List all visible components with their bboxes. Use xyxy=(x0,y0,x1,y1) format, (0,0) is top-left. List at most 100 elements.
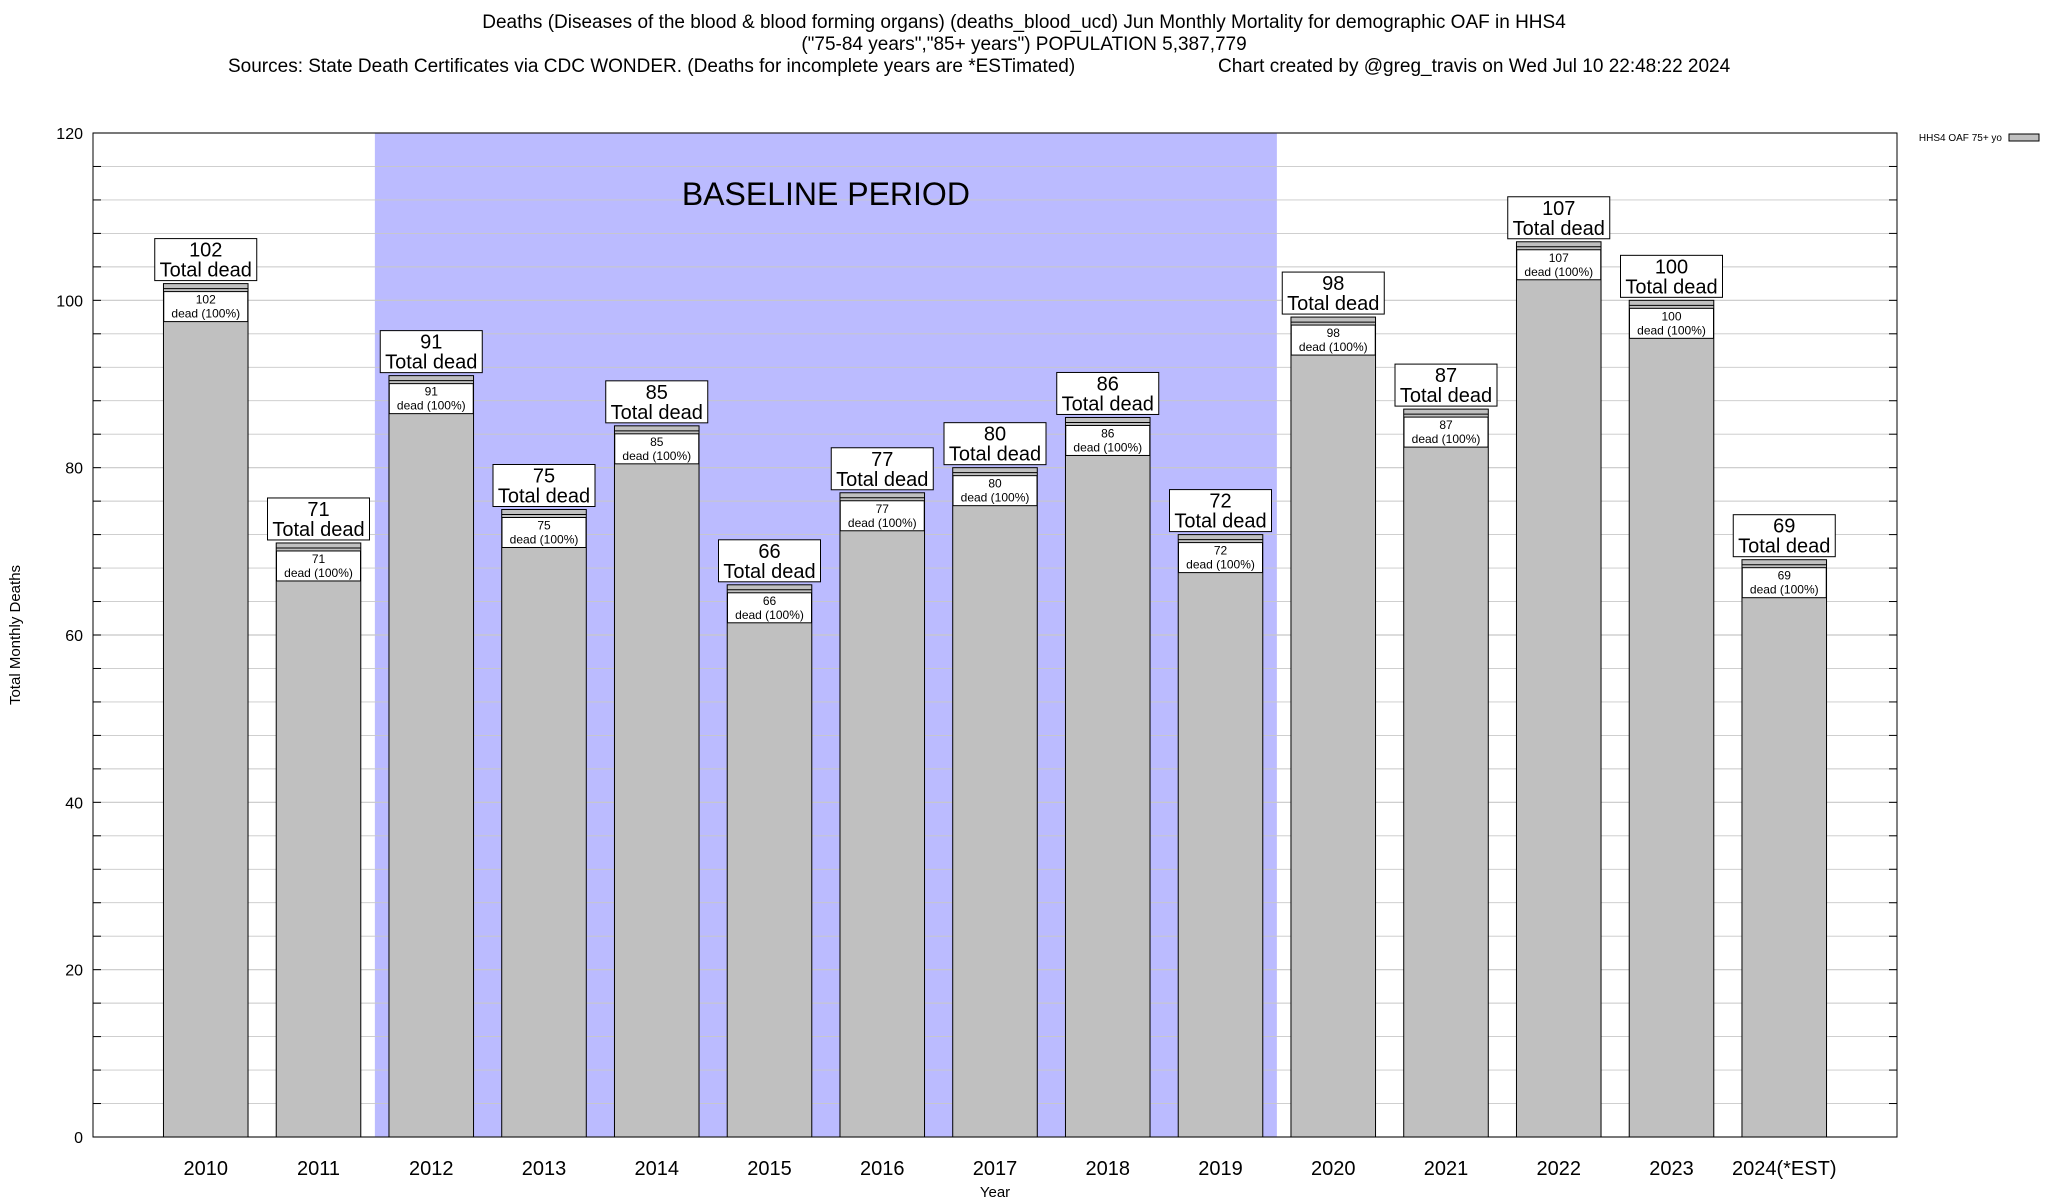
bar-top-value: 100 xyxy=(1655,256,1688,278)
bar-top-label-box xyxy=(492,464,596,507)
bar xyxy=(388,375,475,1138)
x-tick-label: 2012 xyxy=(409,1158,454,1180)
bar-inner-label: dead (100%) xyxy=(1299,340,1368,354)
bar-inner-label-box xyxy=(501,517,587,548)
bar xyxy=(839,492,926,1138)
bar-inner-label-box xyxy=(1403,416,1489,448)
bar-inner-label-box xyxy=(388,383,474,415)
bar-top-label-box xyxy=(605,380,709,424)
bar-top-value: 71 xyxy=(307,499,329,521)
bar-inner-label-box xyxy=(839,500,925,532)
bar-inner-label-box xyxy=(1178,542,1263,574)
bar xyxy=(162,283,249,1138)
y-tick-label: 40 xyxy=(65,795,83,812)
bar-top-value: 107 xyxy=(1542,198,1575,220)
bar-inner-label: dead (100%) xyxy=(1750,583,1819,597)
bar-top-value: 69 xyxy=(1773,516,1795,538)
y-tick-label: 0 xyxy=(74,1130,83,1147)
bar-top-value: 98 xyxy=(1322,273,1344,295)
bar-inner-label: dead (100%) xyxy=(1412,432,1481,446)
x-tick-label: 2018 xyxy=(1086,1158,1131,1180)
bar-inner-label: dead (100%) xyxy=(1637,323,1706,337)
bar-inner-value: 86 xyxy=(1101,426,1115,440)
bar-inner-value: 91 xyxy=(425,385,439,399)
bar xyxy=(952,467,1038,1138)
bar-top-value: 86 xyxy=(1097,373,1119,395)
bar xyxy=(1741,559,1828,1138)
bar-inner-label-box xyxy=(1516,249,1602,281)
sources-text: Sources: State Death Certificates via CD… xyxy=(228,56,1076,77)
bar-top-label: Total dead xyxy=(1738,536,1830,558)
bar-inner-value: 80 xyxy=(988,477,1002,491)
x-tick-label: 2020 xyxy=(1311,1158,1356,1180)
bar-inner-value: 71 xyxy=(312,552,326,566)
x-axis-title: Year xyxy=(980,1184,1010,1200)
bar-inner-value: 77 xyxy=(876,502,890,516)
axes: 0 20 40 60 80 100 120 2010 2011 2012 2013 2014 2015 2… xyxy=(56,126,1836,1180)
y-axis-title: Total Monthly Deaths xyxy=(7,565,24,705)
bar-inner-label-box xyxy=(952,475,1038,507)
bar-inner-value: 102 xyxy=(196,293,216,307)
y-tick-label: 20 xyxy=(65,963,83,980)
bar-top-value: 75 xyxy=(533,466,555,488)
bar-inner-label-box xyxy=(1741,567,1827,599)
x-tick-label: 2022 xyxy=(1537,1158,1582,1180)
bar-inner-value: 107 xyxy=(1549,251,1569,265)
bar-top-value: 77 xyxy=(871,449,893,471)
bar-top-label: Total dead xyxy=(1513,218,1605,240)
legend-swatch xyxy=(2008,133,2040,142)
bar-top-label: Total dead xyxy=(836,469,928,491)
y-tick-label: 80 xyxy=(65,461,83,478)
bar-top-label-box xyxy=(1394,363,1498,407)
bar-inner-label-box xyxy=(727,592,812,624)
bar xyxy=(1064,416,1151,1138)
bar-top-label: Total dead xyxy=(1174,511,1266,533)
bar-inner-label-box xyxy=(1065,424,1151,456)
bar-top-label-box xyxy=(1507,196,1611,240)
bar xyxy=(275,542,362,1138)
bar-top-label: Total dead xyxy=(160,260,252,282)
bar xyxy=(613,425,700,1138)
bar-top-label: Total dead xyxy=(272,519,364,541)
bar-top-label-box xyxy=(1732,514,1836,558)
bar-top-label: Total dead xyxy=(1625,276,1717,298)
credit-text: Chart created by @greg_travis on Wed Jul… xyxy=(1218,56,1731,77)
bar-inner-label-box xyxy=(163,291,249,323)
bar-inner-label: dead (100%) xyxy=(1524,265,1593,279)
bar-inner-value: 85 xyxy=(650,435,664,449)
bar xyxy=(1628,299,1715,1138)
legend-label: HHS4 OAF 75+ yo xyxy=(1919,133,2003,144)
bar xyxy=(501,509,587,1138)
x-tick-label: 2021 xyxy=(1424,1158,1469,1180)
bar-inner-label: dead (100%) xyxy=(171,307,240,321)
bar-inner-value: 75 xyxy=(537,519,551,533)
bar-top-label-box xyxy=(379,330,483,374)
bar-top-label-box xyxy=(943,422,1047,466)
bar-top-value: 87 xyxy=(1435,365,1457,387)
bar xyxy=(1515,241,1602,1138)
bar-top-value: 72 xyxy=(1209,491,1231,513)
bar-inner-value: 98 xyxy=(1327,326,1341,340)
x-tick-label: 2024(*EST) xyxy=(1732,1158,1837,1180)
x-tick-label: 2019 xyxy=(1198,1158,1243,1180)
bar-top-value: 102 xyxy=(189,240,222,262)
bar-inner-label: dead (100%) xyxy=(1073,440,1142,454)
y-tick-label: 100 xyxy=(56,293,83,310)
bar xyxy=(726,584,813,1138)
bar-top-label: Total dead xyxy=(1062,393,1154,415)
chart-title: Deaths (Diseases of the blood & blood fo… xyxy=(0,12,2048,78)
bar-inner-value: 72 xyxy=(1214,544,1228,558)
bar-inner-label: dead (100%) xyxy=(961,491,1030,505)
bar-inner-value: 69 xyxy=(1778,569,1792,583)
bar-top-label-box xyxy=(1169,489,1272,533)
title-line-1: Deaths (Diseases of the blood & blood fo… xyxy=(482,12,1566,33)
bar-inner-label: dead (100%) xyxy=(284,566,353,580)
bar-inner-label-box xyxy=(614,433,700,465)
bar-top-label: Total dead xyxy=(949,444,1041,466)
bar-top-value: 66 xyxy=(758,541,780,563)
bar-top-label-box xyxy=(1281,271,1385,315)
bar-top-label: Total dead xyxy=(498,486,590,508)
y-tick-label: 60 xyxy=(65,628,83,645)
